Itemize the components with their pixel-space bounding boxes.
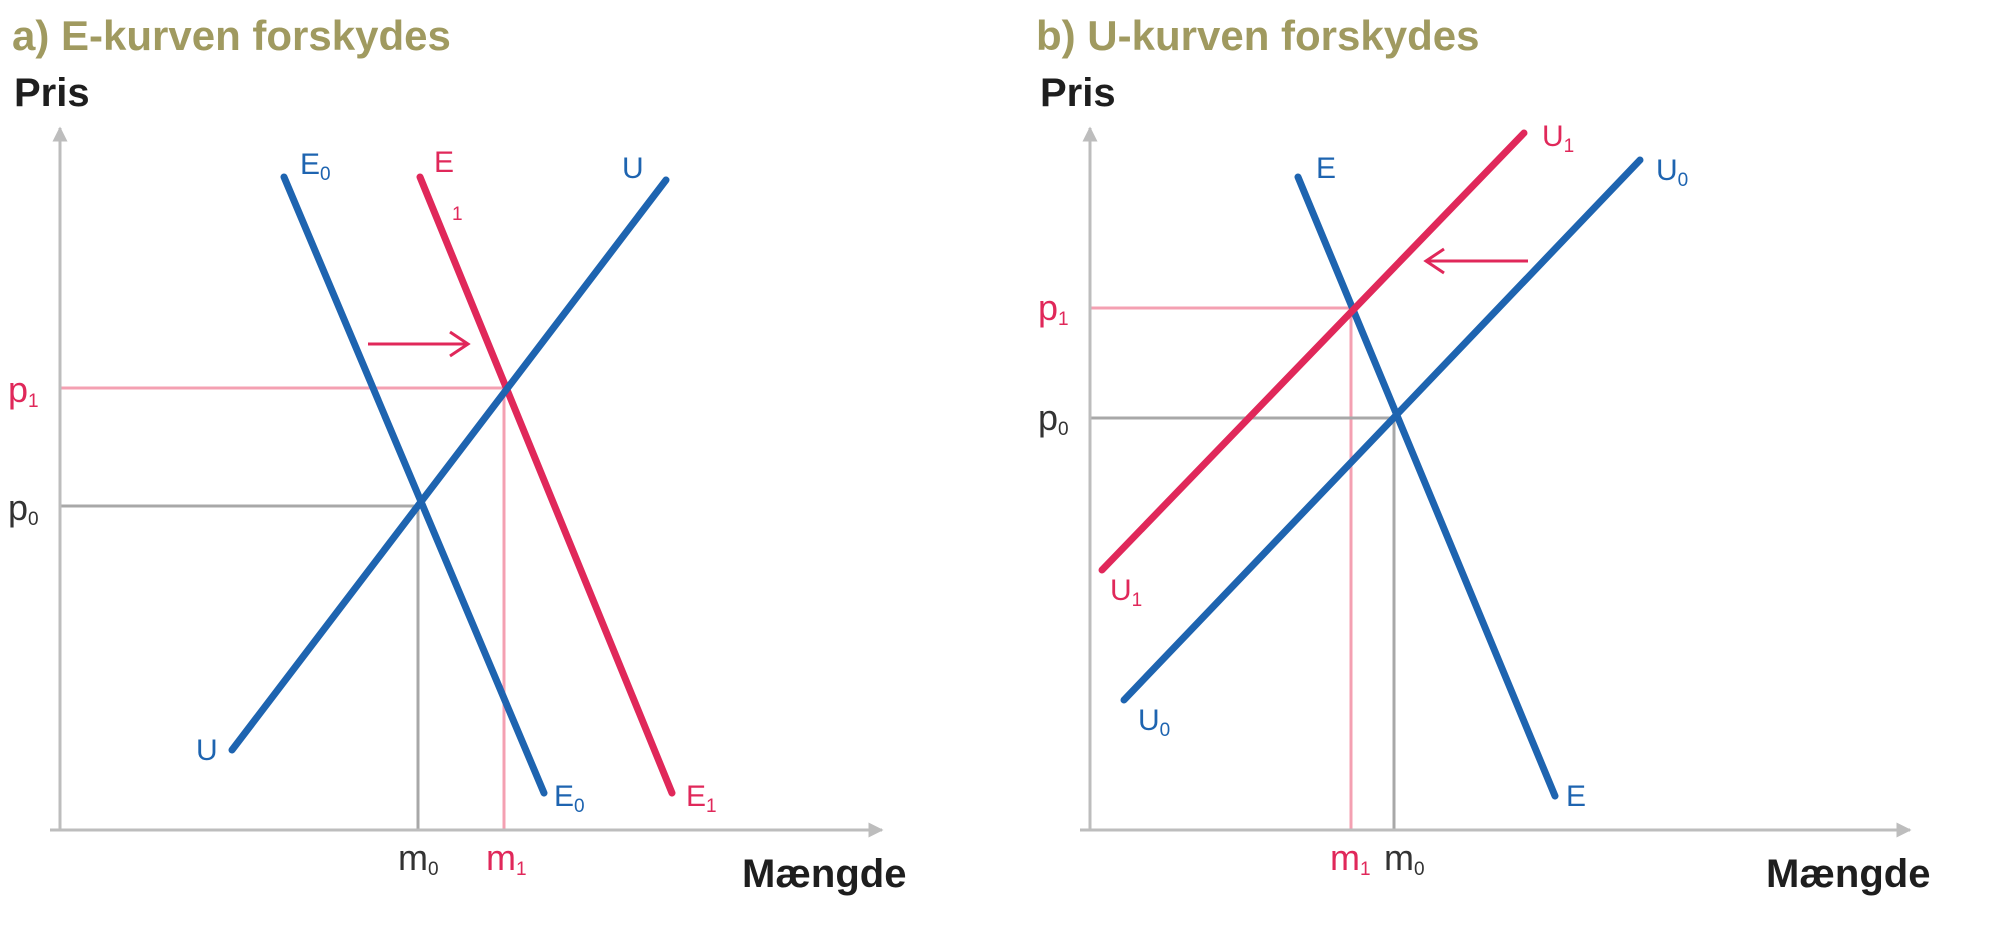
panel-a-u-bottom-label: U: [196, 734, 218, 767]
panel-b: b) U-kurven forskydes Pris Mængde E U1 U…: [1036, 12, 1930, 896]
panel-b-p0-label: p0: [1038, 397, 1069, 440]
panel-a-e0-top-label: E0: [300, 148, 331, 185]
panel-a-e1-curve: [416, 173, 676, 797]
panel-b-m1-label: m1: [1330, 837, 1371, 880]
panel-a-title: a) E-kurven forskydes: [12, 12, 451, 59]
panel-b-m0-label: m0: [1384, 837, 1425, 880]
panel-b-u0-top-label: U0: [1656, 154, 1688, 191]
panel-a-m0-label: m0: [398, 837, 439, 880]
panel-a-m1-label: m1: [486, 837, 527, 880]
panel-a-u-curve: [228, 176, 670, 754]
panel-a-e1-bottom-label: E1: [686, 780, 717, 817]
panel-a-e0-curve: [280, 173, 548, 797]
panel-b-u1-top-label: U1: [1542, 120, 1574, 157]
panel-b-e-bottom-label: E: [1566, 780, 1586, 813]
panel-b-p1-label: p1: [1038, 287, 1069, 330]
panel-a-p1-label: p1: [8, 369, 39, 412]
panel-a-y-axis-label: Pris: [14, 71, 90, 115]
panel-b-title: b) U-kurven forskydes: [1036, 12, 1479, 59]
panel-a-x-axis-label: Mængde: [742, 852, 906, 896]
panel-b-e-curve: [1294, 173, 1559, 800]
panel-b-x-axis-label: Mængde: [1766, 852, 1930, 896]
panel-b-u0-bottom-label: U0: [1138, 704, 1170, 741]
panel-a-e0-bottom-label: E0: [554, 780, 585, 817]
panel-a-shift-arrow: [368, 330, 471, 358]
panel-a-p0-label: p0: [8, 487, 39, 530]
panel-b-e-top-label: E: [1316, 152, 1336, 185]
panel-b-y-axis-label: Pris: [1040, 71, 1116, 115]
panel-b-shift-arrow: [1423, 247, 1528, 275]
panel-b-u1-bottom-label: U1: [1110, 574, 1142, 611]
panel-a-u-top-label: U: [622, 152, 644, 185]
panel-b-u0-curve: [1120, 156, 1644, 704]
panel-b-u1-curve: [1098, 129, 1528, 574]
